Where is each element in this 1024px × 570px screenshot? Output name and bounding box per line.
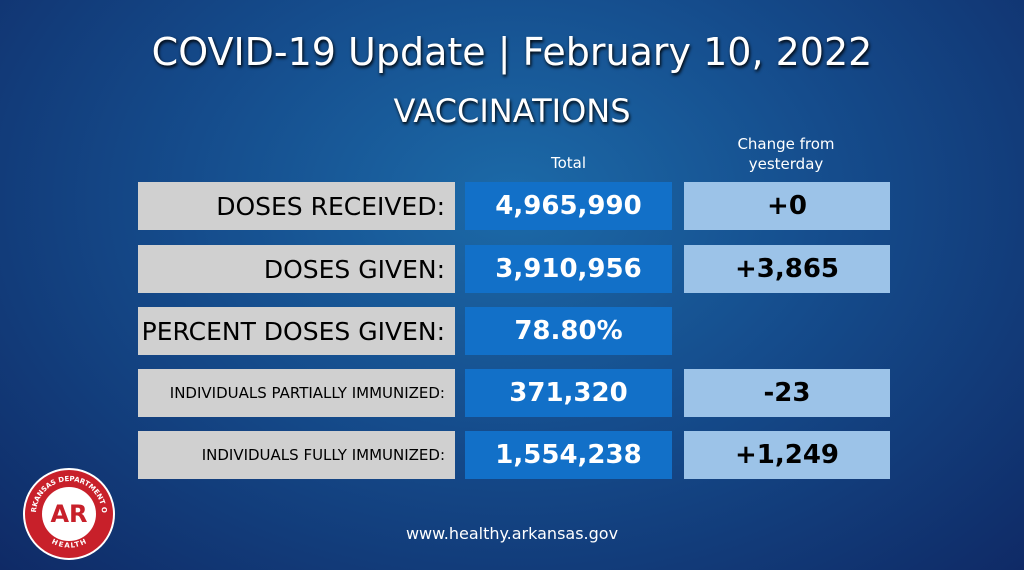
change-value: +3,865 <box>684 245 890 293</box>
svg-text:HEALTH: HEALTH <box>50 538 87 550</box>
row-label: DOSES RECEIVED: <box>138 182 455 230</box>
total-value: 371,320 <box>465 369 672 417</box>
change-value: -23 <box>684 369 890 417</box>
footer-url: www.healthy.arkansas.gov <box>405 524 619 543</box>
column-header: Total <box>550 154 587 172</box>
column-header: Change from yesterday <box>737 135 835 173</box>
total-value: 1,554,238 <box>465 431 672 479</box>
total-value: 78.80% <box>465 307 672 355</box>
logo: ARKANSAS DEPARTMENT OF HEALTH AR <box>22 467 115 560</box>
row-label: INDIVIDUALS FULLY IMMUNIZED: <box>138 431 455 479</box>
change-value: +1,249 <box>684 431 890 479</box>
logo-ring-bottom: HEALTH <box>50 538 87 550</box>
change-value: +0 <box>684 182 890 230</box>
total-value: 3,910,956 <box>465 245 672 293</box>
row-label: INDIVIDUALS PARTIALLY IMMUNIZED: <box>138 369 455 417</box>
row-label: PERCENT DOSES GIVEN: <box>138 307 455 355</box>
logo-mark: AR <box>50 500 87 528</box>
subtitle: VACCINATIONS <box>393 92 631 130</box>
title: COVID-19 Update | February 10, 2022 <box>151 30 873 74</box>
total-value: 4,965,990 <box>465 182 672 230</box>
row-label: DOSES GIVEN: <box>138 245 455 293</box>
